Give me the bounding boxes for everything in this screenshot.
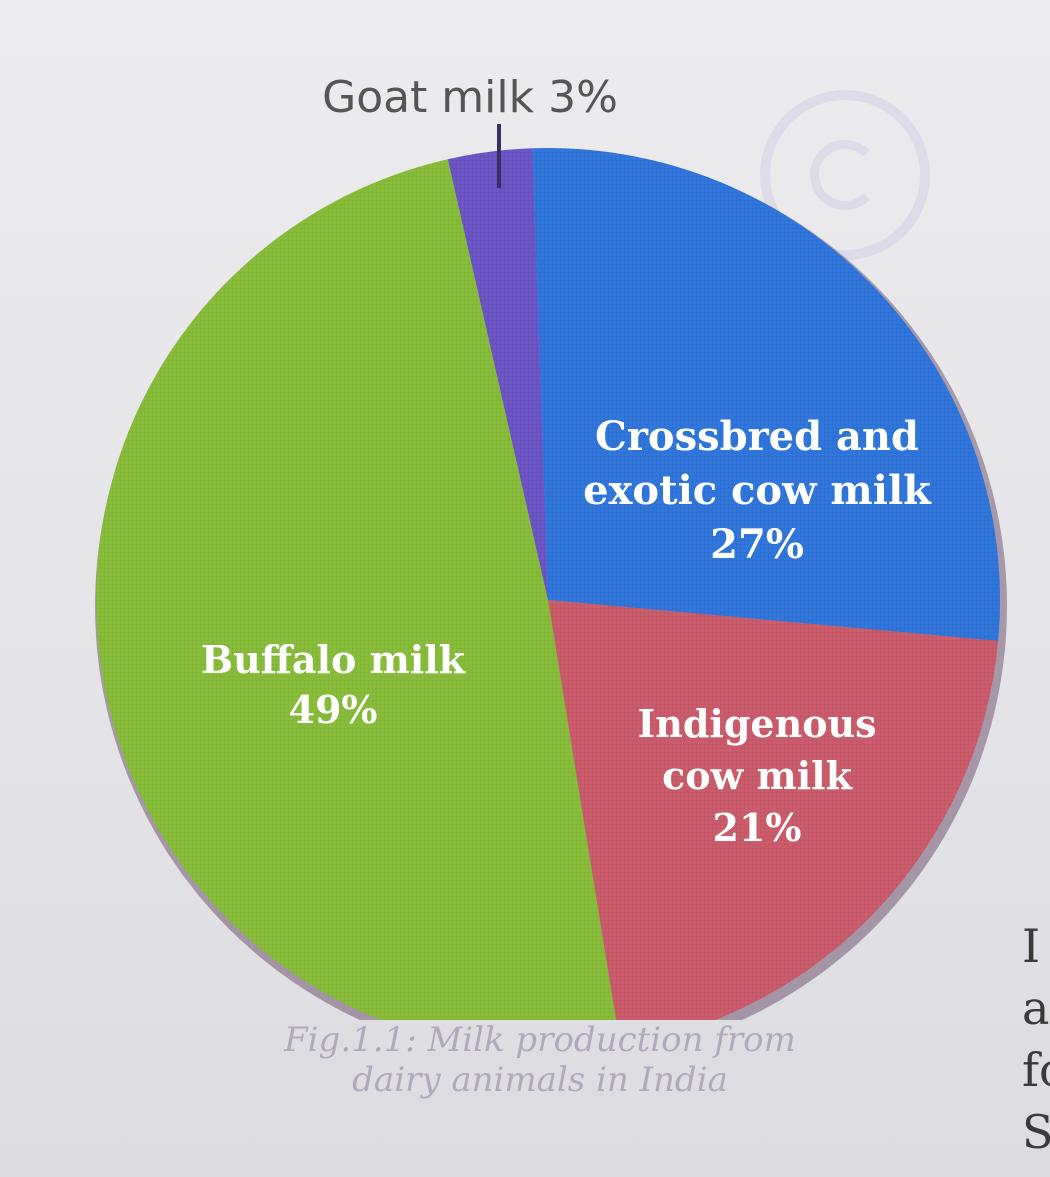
crossbred-exotic-cow-milk-label: Crossbred and exotic cow milk 27% — [583, 413, 932, 568]
slice-label-line: Crossbred and — [595, 413, 919, 460]
indigenous-cow-milk-label: Indigenous cow milk 21% — [637, 701, 876, 850]
goat-milk-label: Goat milk 3% — [322, 72, 618, 123]
cropped-text-fragment: I — [1022, 919, 1041, 973]
watermark-logo — [760, 90, 930, 260]
slice-crossbred-exotic-cow-milk-texture — [532, 148, 1000, 641]
slice-indigenous-cow-milk-texture — [548, 600, 999, 1020]
cropped-text-fragment: a — [1022, 981, 1050, 1035]
pie-labels: Crossbred and exotic cow milk 27% Indigenou… — [201, 72, 932, 850]
slice-label-line: cow milk — [662, 753, 853, 798]
slice-label-line: Buffalo milk — [201, 637, 466, 682]
slice-label-line: 49% — [289, 687, 378, 732]
cropped-text-fragment: S — [1022, 1105, 1050, 1159]
slice-label-line: exotic cow milk — [583, 467, 932, 514]
caption-line-2: dairy animals in India — [352, 1060, 728, 1100]
cropped-adjacent-text: I a fo S — [1022, 915, 1050, 1163]
pie-slices — [95, 148, 1007, 1020]
caption-line-1: Fig.1.1: Milk production from — [284, 1020, 796, 1060]
cropped-text-fragment: fo — [1022, 1043, 1050, 1097]
pie-chart: Crossbred and exotic cow milk 27% Indigenou… — [95, 72, 1007, 1020]
slice-buffalo-milk-texture — [95, 159, 617, 1020]
watermark-logo-inner — [810, 140, 880, 210]
slice-label-line: 21% — [713, 805, 802, 850]
slice-goat-milk-texture — [447, 148, 548, 601]
slice-label-line: Indigenous — [637, 701, 876, 746]
buffalo-milk-label: Buffalo milk 49% — [201, 637, 466, 732]
slice-label-line: 27% — [710, 521, 804, 568]
figure-caption: Fig.1.1: Milk production from dairy anim… — [200, 1020, 880, 1100]
